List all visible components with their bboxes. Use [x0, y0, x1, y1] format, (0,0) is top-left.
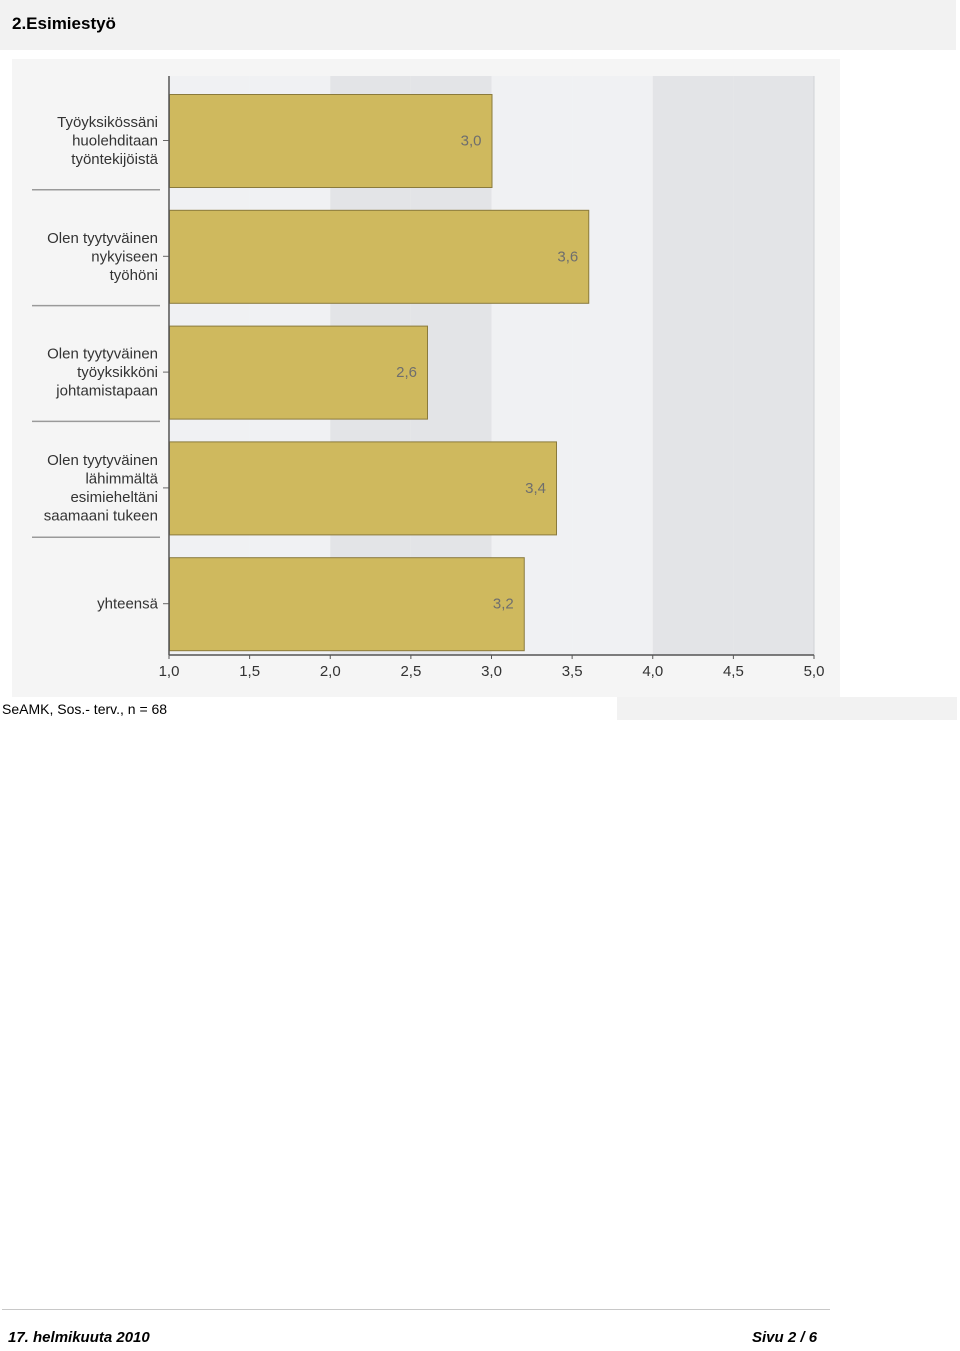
x-tick-label: 2,0 — [320, 663, 341, 680]
page-heading: 2.Esimiestyö — [12, 14, 116, 33]
header-bar — [0, 0, 956, 50]
x-tick-label: 2,5 — [400, 663, 421, 680]
x-tick-label: 3,5 — [562, 663, 583, 680]
bar — [169, 94, 493, 188]
caption-strip — [617, 697, 957, 720]
category-label: esimieheltäni — [70, 489, 158, 506]
footer-page-number: Sivu 2 / 6 — [752, 1329, 818, 1346]
chart-caption: SeAMK, Sos.- terv., n = 68 — [2, 701, 168, 717]
footer-date: 17. helmikuuta 2010 — [8, 1329, 150, 1346]
x-tick-label: 4,5 — [723, 663, 744, 680]
bar — [169, 325, 428, 420]
category-label: työyksikköni — [77, 364, 158, 381]
chart-panel: 3,0 3,6 2,6 3,4 3,2 Työyksikössäni huolehdita… — [12, 59, 840, 697]
category-label: nykyiseen — [91, 248, 158, 265]
plot-band — [572, 76, 653, 655]
x-tick-label: 1,0 — [159, 663, 180, 680]
category-label: yhteensä — [97, 596, 159, 613]
x-tick-label: 1,5 — [239, 663, 260, 680]
bar-value-label: 3,0 — [461, 133, 482, 150]
bar-value-label: 3,6 — [557, 248, 578, 265]
plot-band — [733, 76, 814, 655]
category-label: Olen tyytyväinen — [47, 346, 158, 363]
category-label: johtamistapaan — [55, 383, 158, 400]
bar — [169, 557, 525, 652]
bars: 3,0 3,6 2,6 3,4 3,2 — [169, 94, 590, 652]
x-tick-label: 3,0 — [481, 663, 502, 680]
category-label: huolehditaan — [72, 133, 158, 150]
bar-value-label: 3,2 — [493, 596, 514, 613]
category-labels: Työyksikössäni huolehditaantyöntekijöistä… — [32, 114, 169, 613]
footer-divider — [2, 1309, 830, 1310]
x-axis: 1,0 1,5 2,0 2,5 3,0 3,5 4,0 4,5 5,0 — [159, 76, 825, 680]
bar — [169, 209, 590, 304]
x-tick-label: 5,0 — [804, 663, 825, 680]
bar-value-label: 3,4 — [525, 480, 546, 497]
category-label: työntekijöistä — [71, 151, 158, 168]
x-tick-label: 4,0 — [642, 663, 663, 680]
category-label: Työyksikössäni — [57, 114, 158, 131]
category-label: lähimmältä — [85, 471, 158, 488]
category-label: työhöni — [110, 267, 158, 284]
bar-chart: 3,0 3,6 2,6 3,4 3,2 Työyksikössäni huolehdita… — [32, 76, 825, 680]
bar — [169, 441, 557, 536]
bar-value-label: 2,6 — [396, 364, 417, 381]
plot-band — [652, 76, 734, 655]
category-label: Olen tyytyväinen — [47, 452, 158, 469]
category-label: Olen tyytyväinen — [47, 230, 158, 247]
category-label: saamaani tukeen — [44, 508, 158, 525]
